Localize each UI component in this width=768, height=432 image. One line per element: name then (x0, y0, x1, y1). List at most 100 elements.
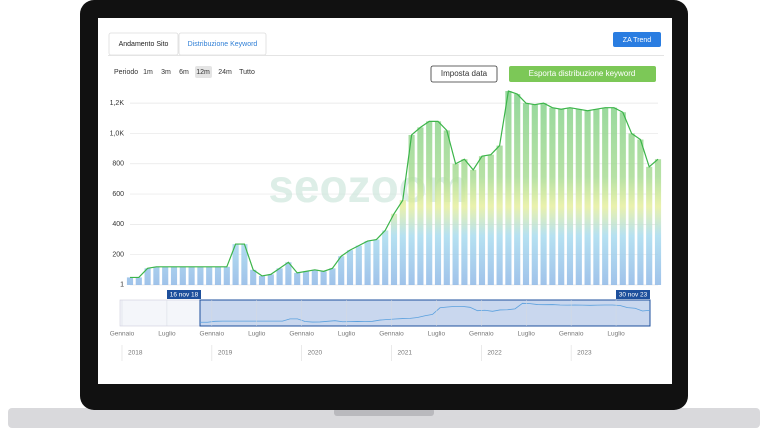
period-button[interactable]: 12m (196, 69, 210, 76)
bar (452, 163, 459, 285)
bar (276, 268, 283, 285)
bar (478, 156, 486, 285)
bar (162, 266, 169, 285)
tab-panel-line (108, 55, 664, 56)
bar (144, 268, 151, 285)
bar (522, 103, 530, 286)
bar (214, 266, 222, 285)
bar (566, 107, 574, 285)
handle-label-bg (167, 290, 201, 299)
month-label: Gennaio (200, 331, 225, 338)
total-line (130, 90, 659, 279)
year-label: 2020 (308, 350, 323, 357)
tab-label: Andamento Sito (119, 41, 169, 48)
bar (197, 266, 204, 285)
bar (602, 107, 609, 285)
set-date-label: Imposta data (441, 69, 488, 78)
navigator-line (200, 302, 651, 323)
bar (267, 274, 274, 285)
bar (311, 269, 318, 285)
export-label: Esporta distribuzione keyword (529, 69, 636, 78)
export-button[interactable] (509, 66, 656, 82)
bar (417, 127, 424, 286)
period-button[interactable]: 24m (218, 69, 232, 76)
y-tick-label: 200 (112, 252, 124, 259)
year-label: 2022 (487, 350, 502, 357)
month-label: Gennaio (379, 331, 404, 338)
bar (434, 121, 442, 285)
month-label: Gennaio (559, 331, 584, 338)
bar (505, 91, 512, 286)
bar (514, 94, 521, 285)
trend-button[interactable] (613, 32, 661, 47)
year-label: 2018 (128, 350, 143, 357)
laptop-base (8, 408, 760, 428)
period-button[interactable]: Tutto (239, 69, 255, 76)
y-tick-label: 400 (112, 221, 124, 228)
tab[interactable] (108, 32, 179, 56)
bar (302, 271, 310, 285)
start-handle-label: 16 nov 18 (170, 292, 199, 299)
bar (126, 277, 134, 285)
bar (461, 159, 468, 285)
period-button[interactable]: 6m (179, 69, 189, 76)
bar (285, 262, 292, 285)
y-tick-label: 600 (112, 191, 124, 198)
month-label: Luglio (158, 331, 176, 338)
bar (170, 266, 178, 285)
bar (531, 104, 538, 286)
bar (135, 277, 142, 285)
month-label: Luglio (607, 331, 625, 338)
bar (206, 266, 213, 285)
bar (346, 250, 354, 285)
month-label: Luglio (518, 331, 536, 338)
bar (408, 134, 415, 285)
month-label: Luglio (248, 331, 266, 338)
bar (628, 133, 635, 285)
handle-label-bg (616, 290, 650, 299)
bar (294, 272, 301, 285)
bar (223, 266, 230, 285)
month-label: Gennaio (110, 331, 135, 338)
bar (540, 103, 547, 286)
bar (646, 166, 653, 285)
month-label: Luglio (428, 331, 446, 338)
period-button[interactable]: 3m (161, 69, 171, 76)
bar (549, 107, 556, 285)
y-tick-label: 800 (112, 161, 124, 168)
navigator-selection (199, 299, 651, 327)
bar (654, 159, 662, 285)
year-label: 2023 (577, 350, 592, 357)
month-label: Gennaio (469, 331, 494, 338)
month-label: Gennaio (289, 331, 314, 338)
period-button[interactable]: 1m (143, 69, 153, 76)
bar (390, 213, 398, 285)
bar (558, 109, 565, 285)
bar (610, 107, 618, 285)
watermark: seozoom (268, 160, 467, 212)
trend-button-label: ZA Trend (623, 37, 652, 44)
y-tick-label: 1,0K (110, 130, 125, 137)
month-label: Luglio (338, 331, 356, 338)
year-label: 2019 (218, 350, 233, 357)
bar (584, 110, 591, 285)
set-date-button[interactable] (430, 65, 498, 83)
bar (399, 200, 406, 285)
tab[interactable] (178, 32, 267, 56)
bar (637, 139, 644, 285)
bar (619, 112, 626, 285)
bar (426, 121, 433, 285)
bar (364, 241, 371, 285)
bar (329, 268, 336, 285)
y-tick-label: 1,2K (110, 100, 125, 107)
bar (250, 269, 257, 285)
bar (232, 244, 239, 285)
bar (593, 109, 600, 285)
period-label: Periodo (114, 69, 138, 76)
bar (241, 244, 248, 285)
bar (373, 239, 380, 285)
bar (470, 169, 477, 285)
bar (320, 271, 327, 285)
bar (153, 266, 160, 285)
